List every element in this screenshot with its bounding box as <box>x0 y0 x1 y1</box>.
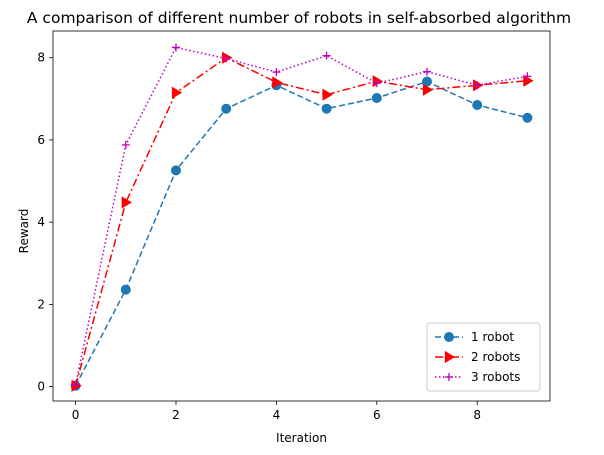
data-point <box>221 103 232 114</box>
legend-label: 3 robots <box>471 370 520 384</box>
data-point <box>120 284 131 295</box>
legend-marker <box>444 332 454 342</box>
x-axis-title: Iteration <box>276 431 327 445</box>
series-1 <box>70 76 533 391</box>
data-point <box>422 83 434 96</box>
legend-entry: 3 robots <box>435 370 520 384</box>
chart-title: A comparison of different number of robo… <box>27 9 571 27</box>
data-point <box>422 76 433 87</box>
data-point <box>71 380 80 389</box>
series-2 <box>71 51 534 392</box>
data-point <box>272 76 283 89</box>
data-point <box>523 74 534 87</box>
legend-marker <box>444 350 456 364</box>
data-point <box>171 86 183 99</box>
data-point <box>372 79 381 88</box>
legend-entry: 1 robot <box>435 330 514 344</box>
data-point <box>523 72 532 81</box>
series-line <box>74 80 528 387</box>
y-axis-title: Reward <box>17 209 31 254</box>
axes-frame <box>52 30 551 402</box>
data-point <box>371 93 382 104</box>
legend-label: 2 robots <box>471 350 520 364</box>
data-point <box>121 196 132 209</box>
data-point <box>170 165 181 176</box>
x-tick-label: 8 <box>473 408 481 422</box>
series-line <box>74 46 528 385</box>
y-tick-label: 2 <box>37 297 45 311</box>
data-point <box>222 51 233 64</box>
y-tick-label: 4 <box>37 215 45 229</box>
y-tick-label: 8 <box>37 51 45 65</box>
x-tick-label: 0 <box>72 408 80 422</box>
data-point <box>473 81 482 90</box>
data-point <box>121 140 130 149</box>
series-layer <box>70 43 534 392</box>
y-tick-label: 6 <box>37 133 45 147</box>
x-tick-label: 4 <box>273 408 281 422</box>
legend-box <box>426 322 541 392</box>
data-point <box>322 51 331 60</box>
data-point <box>222 54 231 63</box>
data-point <box>522 112 533 123</box>
series-3 <box>71 43 532 389</box>
x-tick-label: 2 <box>172 408 180 422</box>
data-point <box>472 100 483 110</box>
data-point <box>171 43 180 52</box>
data-point <box>321 103 332 114</box>
data-point <box>423 67 432 76</box>
y-tick-label: 0 <box>37 380 45 394</box>
legend-label: 1 robot <box>471 330 514 344</box>
data-point <box>322 88 333 101</box>
legend: 1 robot 2 robots 3 robots <box>426 322 541 392</box>
legend-marker <box>445 373 453 381</box>
series-line <box>74 56 528 386</box>
legend-entry: 2 robots <box>435 350 520 364</box>
data-point <box>272 68 281 77</box>
x-tick-label: 6 <box>373 408 381 422</box>
plot-area: 0 2 4 6 8 0 2 4 6 8 <box>37 30 551 422</box>
